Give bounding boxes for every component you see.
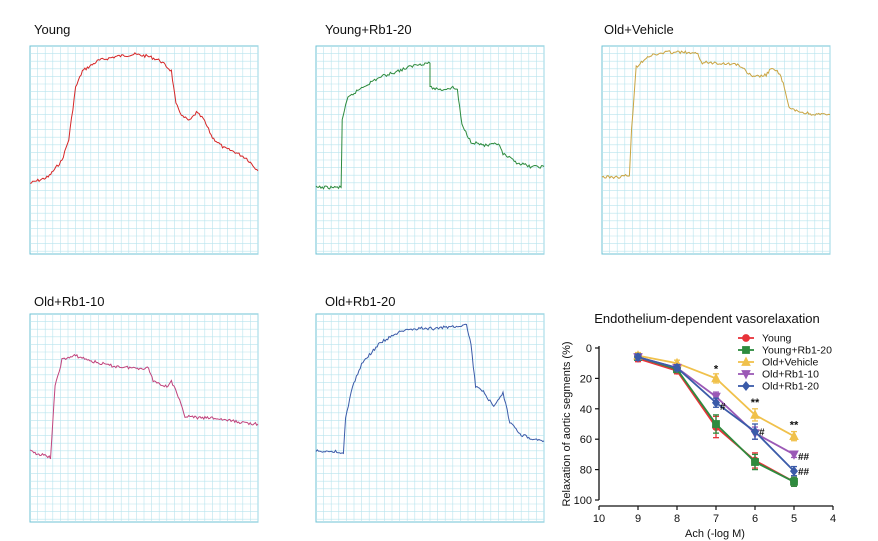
x-tick-label: 7 (713, 513, 719, 525)
y-tick-label: 80 (580, 465, 592, 477)
data-point (711, 397, 721, 408)
chart-title: Endothelium-dependent vasorelaxation (594, 311, 820, 326)
data-point (750, 426, 760, 437)
legend-label: Old+Rb1-10 (762, 369, 819, 381)
x-tick-label: 4 (830, 513, 836, 525)
data-point (672, 362, 682, 373)
data-point (790, 477, 798, 486)
data-point (711, 392, 721, 403)
significance-annotation: ** (751, 397, 760, 409)
grid-lines (316, 46, 545, 254)
trace-line (315, 323, 545, 455)
x-tick-label: 6 (752, 513, 758, 525)
legend-item: Old+Vehicle (738, 357, 818, 369)
legend-marker (742, 346, 750, 354)
data-point (789, 466, 799, 477)
y-axis-label: Relaxation of aortic segments (%) (561, 341, 573, 506)
significance-annotation: ** (790, 420, 799, 432)
trace-line (315, 61, 545, 190)
x-tick-label: 5 (791, 513, 797, 525)
data-point (712, 420, 720, 428)
y-tick-label: 0 (586, 343, 592, 355)
grid-lines (602, 46, 831, 254)
legend-label: Young (762, 333, 792, 345)
legend-marker (741, 370, 751, 380)
trace-panel-young (29, 45, 259, 255)
x-tick-label: 9 (635, 513, 641, 525)
legend-item: Old+Rb1-10 (738, 369, 819, 381)
x-tick-label: 8 (674, 513, 680, 525)
legend-label: Young+Rb1-20 (762, 345, 832, 357)
significance-annotation: ## (798, 467, 810, 478)
legend-item: Young (738, 333, 792, 345)
data-point (751, 458, 759, 466)
y-tick-label: 60 (580, 434, 592, 446)
significance-annotation: ## (798, 452, 810, 463)
panel-title-old-rb1-20: Old+Rb1-20 (325, 294, 396, 309)
y-tick-label: 40 (580, 404, 592, 416)
data-point (711, 372, 721, 383)
significance-annotation: * (714, 363, 719, 375)
trace-panel-old-rb1-20 (315, 313, 545, 523)
data-point (750, 409, 760, 419)
significance-annotation: # (720, 402, 726, 413)
x-axis-label: Ach (-log M) (685, 528, 745, 540)
trace-line (29, 52, 259, 184)
grid-lines (316, 314, 545, 522)
panel-title-old-vehicle: Old+Vehicle (604, 22, 674, 37)
series-old-rb1-20 (633, 352, 799, 477)
trace-panel-young-rb1-20 (315, 45, 545, 255)
legend-item: Old+Rb1-20 (738, 381, 819, 393)
legend-label: Old+Vehicle (762, 357, 818, 369)
panel-title-old-rb1-10: Old+Rb1-10 (34, 294, 105, 309)
data-point (633, 352, 643, 363)
trace-line (29, 353, 259, 460)
legend-label: Old+Rb1-20 (762, 381, 819, 393)
significance-annotation: # (759, 428, 765, 439)
y-tick-label: 100 (574, 495, 592, 507)
data-point (789, 430, 799, 441)
dose-response-chart: Endothelium-dependent vasorelaxation Rel… (561, 311, 836, 540)
panel-title-young-rb1-20: Young+Rb1-20 (325, 22, 412, 37)
trace-line (601, 50, 831, 180)
legend-marker (741, 356, 751, 366)
panel-title-young: Young (34, 22, 71, 37)
y-tick-label: 20 (580, 373, 592, 385)
x-tick-label: 10 (593, 513, 605, 525)
data-point (789, 450, 799, 460)
trace-panel-old-vehicle (601, 45, 831, 255)
trace-panel-old-rb1-10 (29, 313, 259, 523)
grid-lines (30, 46, 259, 254)
legend-marker (741, 381, 751, 391)
legend-item: Young+Rb1-20 (738, 345, 832, 357)
legend-marker (742, 334, 750, 342)
